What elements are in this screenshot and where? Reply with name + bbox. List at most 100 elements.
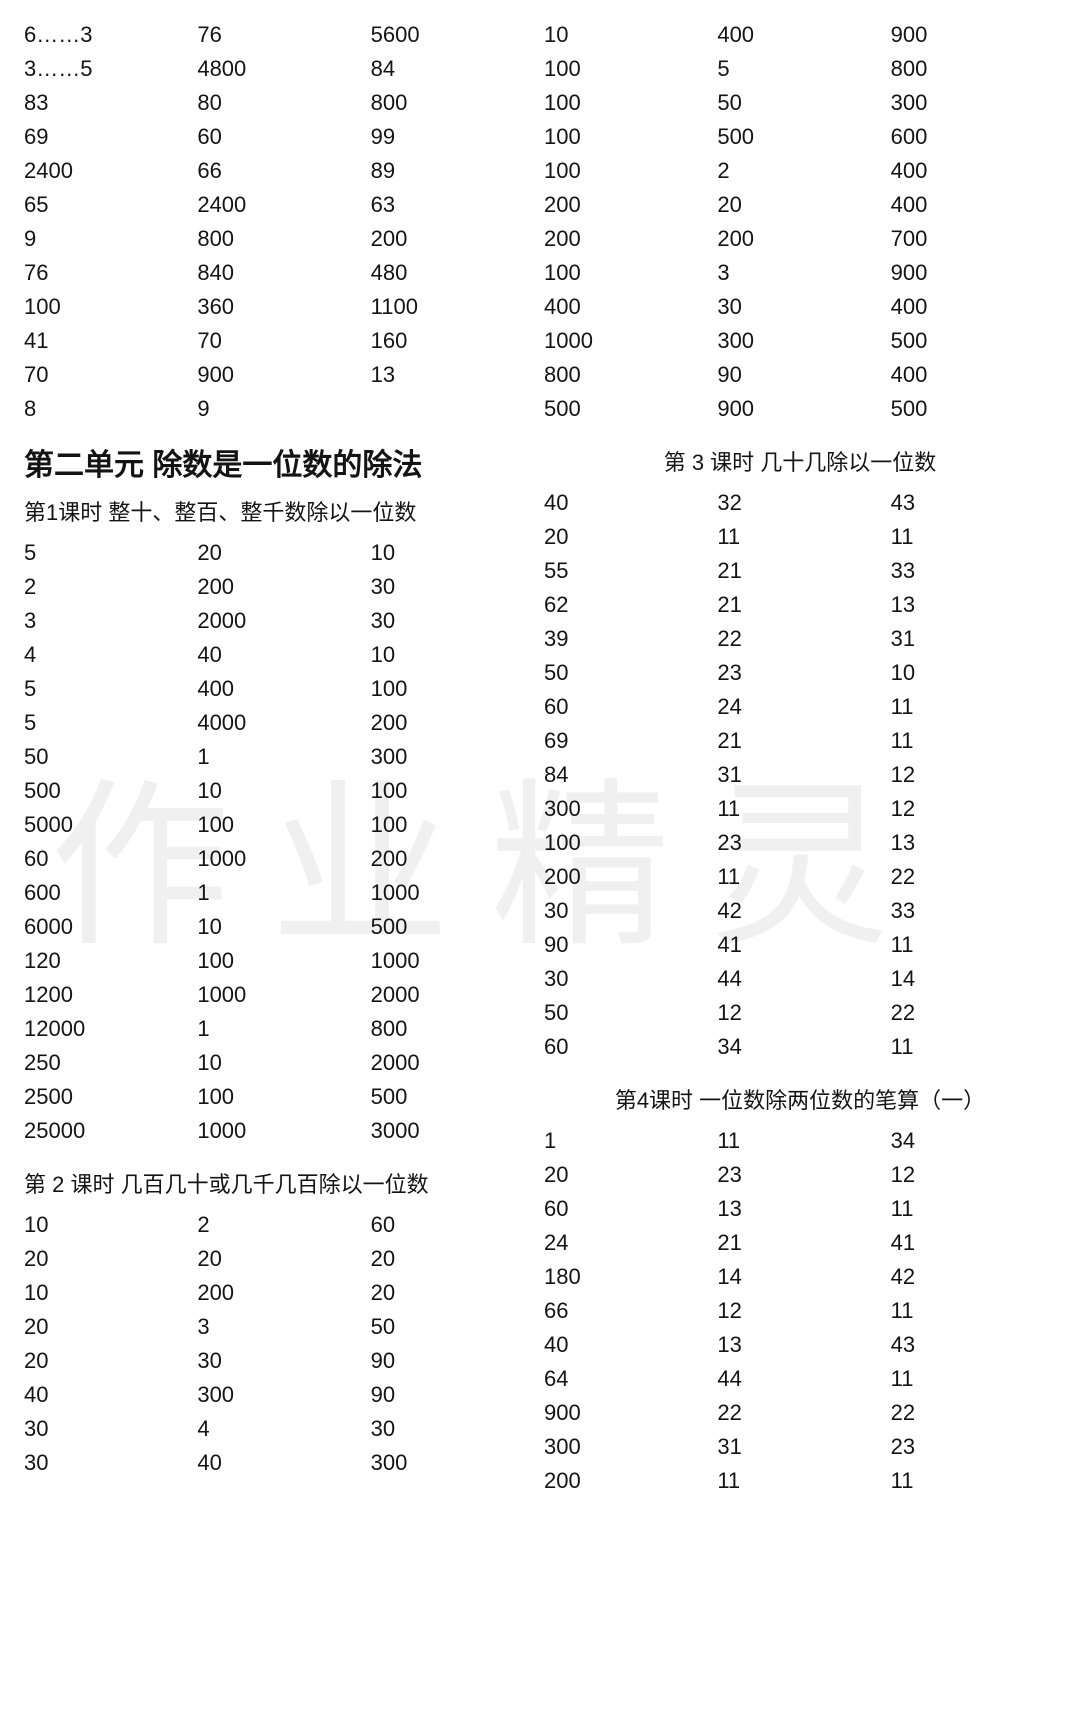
- value-cell: 64: [544, 1362, 709, 1396]
- value-cell: 400: [891, 154, 1056, 188]
- value-cell: 500: [371, 1080, 536, 1114]
- value-cell: 300: [371, 740, 536, 774]
- value-cell: 70: [197, 324, 362, 358]
- value-cell: 66: [197, 154, 362, 188]
- value-cell: 70: [24, 358, 189, 392]
- value-cell: 100: [544, 120, 709, 154]
- value-cell: 65: [24, 188, 189, 222]
- value-cell: 500: [371, 910, 536, 944]
- value-cell: 42: [891, 1260, 1056, 1294]
- value-cell: 30: [371, 604, 536, 638]
- value-cell: 200: [371, 842, 536, 876]
- value-cell: 10: [197, 1046, 362, 1080]
- lesson1-title: 第1课时 整十、整百、整千数除以一位数: [24, 494, 536, 532]
- value-cell: 1000: [197, 842, 362, 876]
- value-cell: 100: [544, 826, 709, 860]
- value-cell: 5: [24, 672, 189, 706]
- value-cell: 12: [891, 1158, 1056, 1192]
- value-cell: 200: [544, 860, 709, 894]
- value-cell: 40: [197, 1446, 362, 1480]
- value-cell: 200: [544, 188, 709, 222]
- value-cell: 21: [717, 554, 882, 588]
- value-cell: 24: [544, 1226, 709, 1260]
- value-cell: 480: [371, 256, 536, 290]
- value-cell: 1100: [371, 290, 536, 324]
- value-cell: 23: [891, 1430, 1056, 1464]
- value-cell: 1200: [24, 978, 189, 1012]
- value-cell: 200: [371, 706, 536, 740]
- value-cell: 2000: [371, 978, 536, 1012]
- value-cell: 90: [371, 1344, 536, 1378]
- lesson4-title: 第4课时 一位数除两位数的笔算（一）: [544, 1082, 1056, 1120]
- value-cell: 44: [717, 1362, 882, 1396]
- lesson2-table: 1026020202010200202035020309040300903043…: [24, 1208, 536, 1480]
- value-cell: 800: [891, 52, 1056, 86]
- value-cell: 12: [891, 758, 1056, 792]
- value-cell: 12: [717, 996, 882, 1030]
- lesson3-table: 4032432011115521336221133922315023106024…: [544, 486, 1056, 1064]
- value-cell: 360: [197, 290, 362, 324]
- value-cell: 10: [544, 18, 709, 52]
- value-cell: 60: [24, 842, 189, 876]
- value-cell: 10: [891, 656, 1056, 690]
- value-cell: 31: [891, 622, 1056, 656]
- value-cell: 840: [197, 256, 362, 290]
- value-cell: 11: [891, 520, 1056, 554]
- value-cell: 30: [24, 1446, 189, 1480]
- lesson4-table: 1113420231260131124214118014426612114013…: [544, 1124, 1056, 1498]
- value-cell: 4000: [197, 706, 362, 740]
- value-cell: 100: [371, 672, 536, 706]
- value-cell: 11: [717, 1124, 882, 1158]
- value-cell: 10: [371, 536, 536, 570]
- value-cell: 50: [544, 656, 709, 690]
- value-cell: 11: [717, 792, 882, 826]
- value-cell: 14: [717, 1260, 882, 1294]
- value-cell: 50: [544, 996, 709, 1030]
- value-cell: 50: [24, 740, 189, 774]
- value-cell: 100: [371, 774, 536, 808]
- value-cell: 32: [717, 486, 882, 520]
- value-cell: 23: [717, 656, 882, 690]
- value-cell: 40: [544, 1328, 709, 1362]
- value-cell: 20: [371, 1242, 536, 1276]
- value-cell: 200: [197, 570, 362, 604]
- value-cell: 89: [371, 154, 536, 188]
- value-cell: 60: [197, 120, 362, 154]
- value-cell: 24: [717, 690, 882, 724]
- value-cell: 11: [891, 1294, 1056, 1328]
- value-cell: 5: [717, 52, 882, 86]
- value-cell: 10: [197, 910, 362, 944]
- value-cell: 63: [371, 188, 536, 222]
- value-cell: 34: [891, 1124, 1056, 1158]
- value-cell: 84: [371, 52, 536, 86]
- value-cell: 11: [717, 1464, 882, 1498]
- value-cell: 69: [544, 724, 709, 758]
- value-cell: 22: [891, 1396, 1056, 1430]
- value-cell: 50: [717, 86, 882, 120]
- lesson3-title: 第 3 课时 几十几除以一位数: [544, 444, 1056, 482]
- value-cell: 2: [197, 1208, 362, 1242]
- value-cell: 20: [544, 520, 709, 554]
- value-cell: 900: [891, 256, 1056, 290]
- unit-heading: 第二单元 除数是一位数的除法: [24, 444, 536, 488]
- value-cell: 30: [544, 894, 709, 928]
- value-cell: 23: [717, 826, 882, 860]
- value-cell: 100: [544, 154, 709, 188]
- right-column: 第 3 课时 几十几除以一位数 403243201111552133622113…: [544, 426, 1056, 1498]
- value-cell: 83: [24, 86, 189, 120]
- value-cell: 3……5: [24, 52, 189, 86]
- value-cell: 11: [891, 690, 1056, 724]
- value-cell: 600: [24, 876, 189, 910]
- value-cell: 2400: [197, 188, 362, 222]
- value-cell: 2000: [197, 604, 362, 638]
- value-cell: 300: [544, 1430, 709, 1464]
- value-cell: 12: [717, 1294, 882, 1328]
- value-cell: 5: [24, 536, 189, 570]
- value-cell: 400: [197, 672, 362, 706]
- value-cell: 41: [891, 1226, 1056, 1260]
- value-cell: 100: [371, 808, 536, 842]
- value-cell: 300: [197, 1378, 362, 1412]
- value-cell: 400: [544, 290, 709, 324]
- value-cell: 11: [891, 1192, 1056, 1226]
- value-cell: 13: [371, 358, 536, 392]
